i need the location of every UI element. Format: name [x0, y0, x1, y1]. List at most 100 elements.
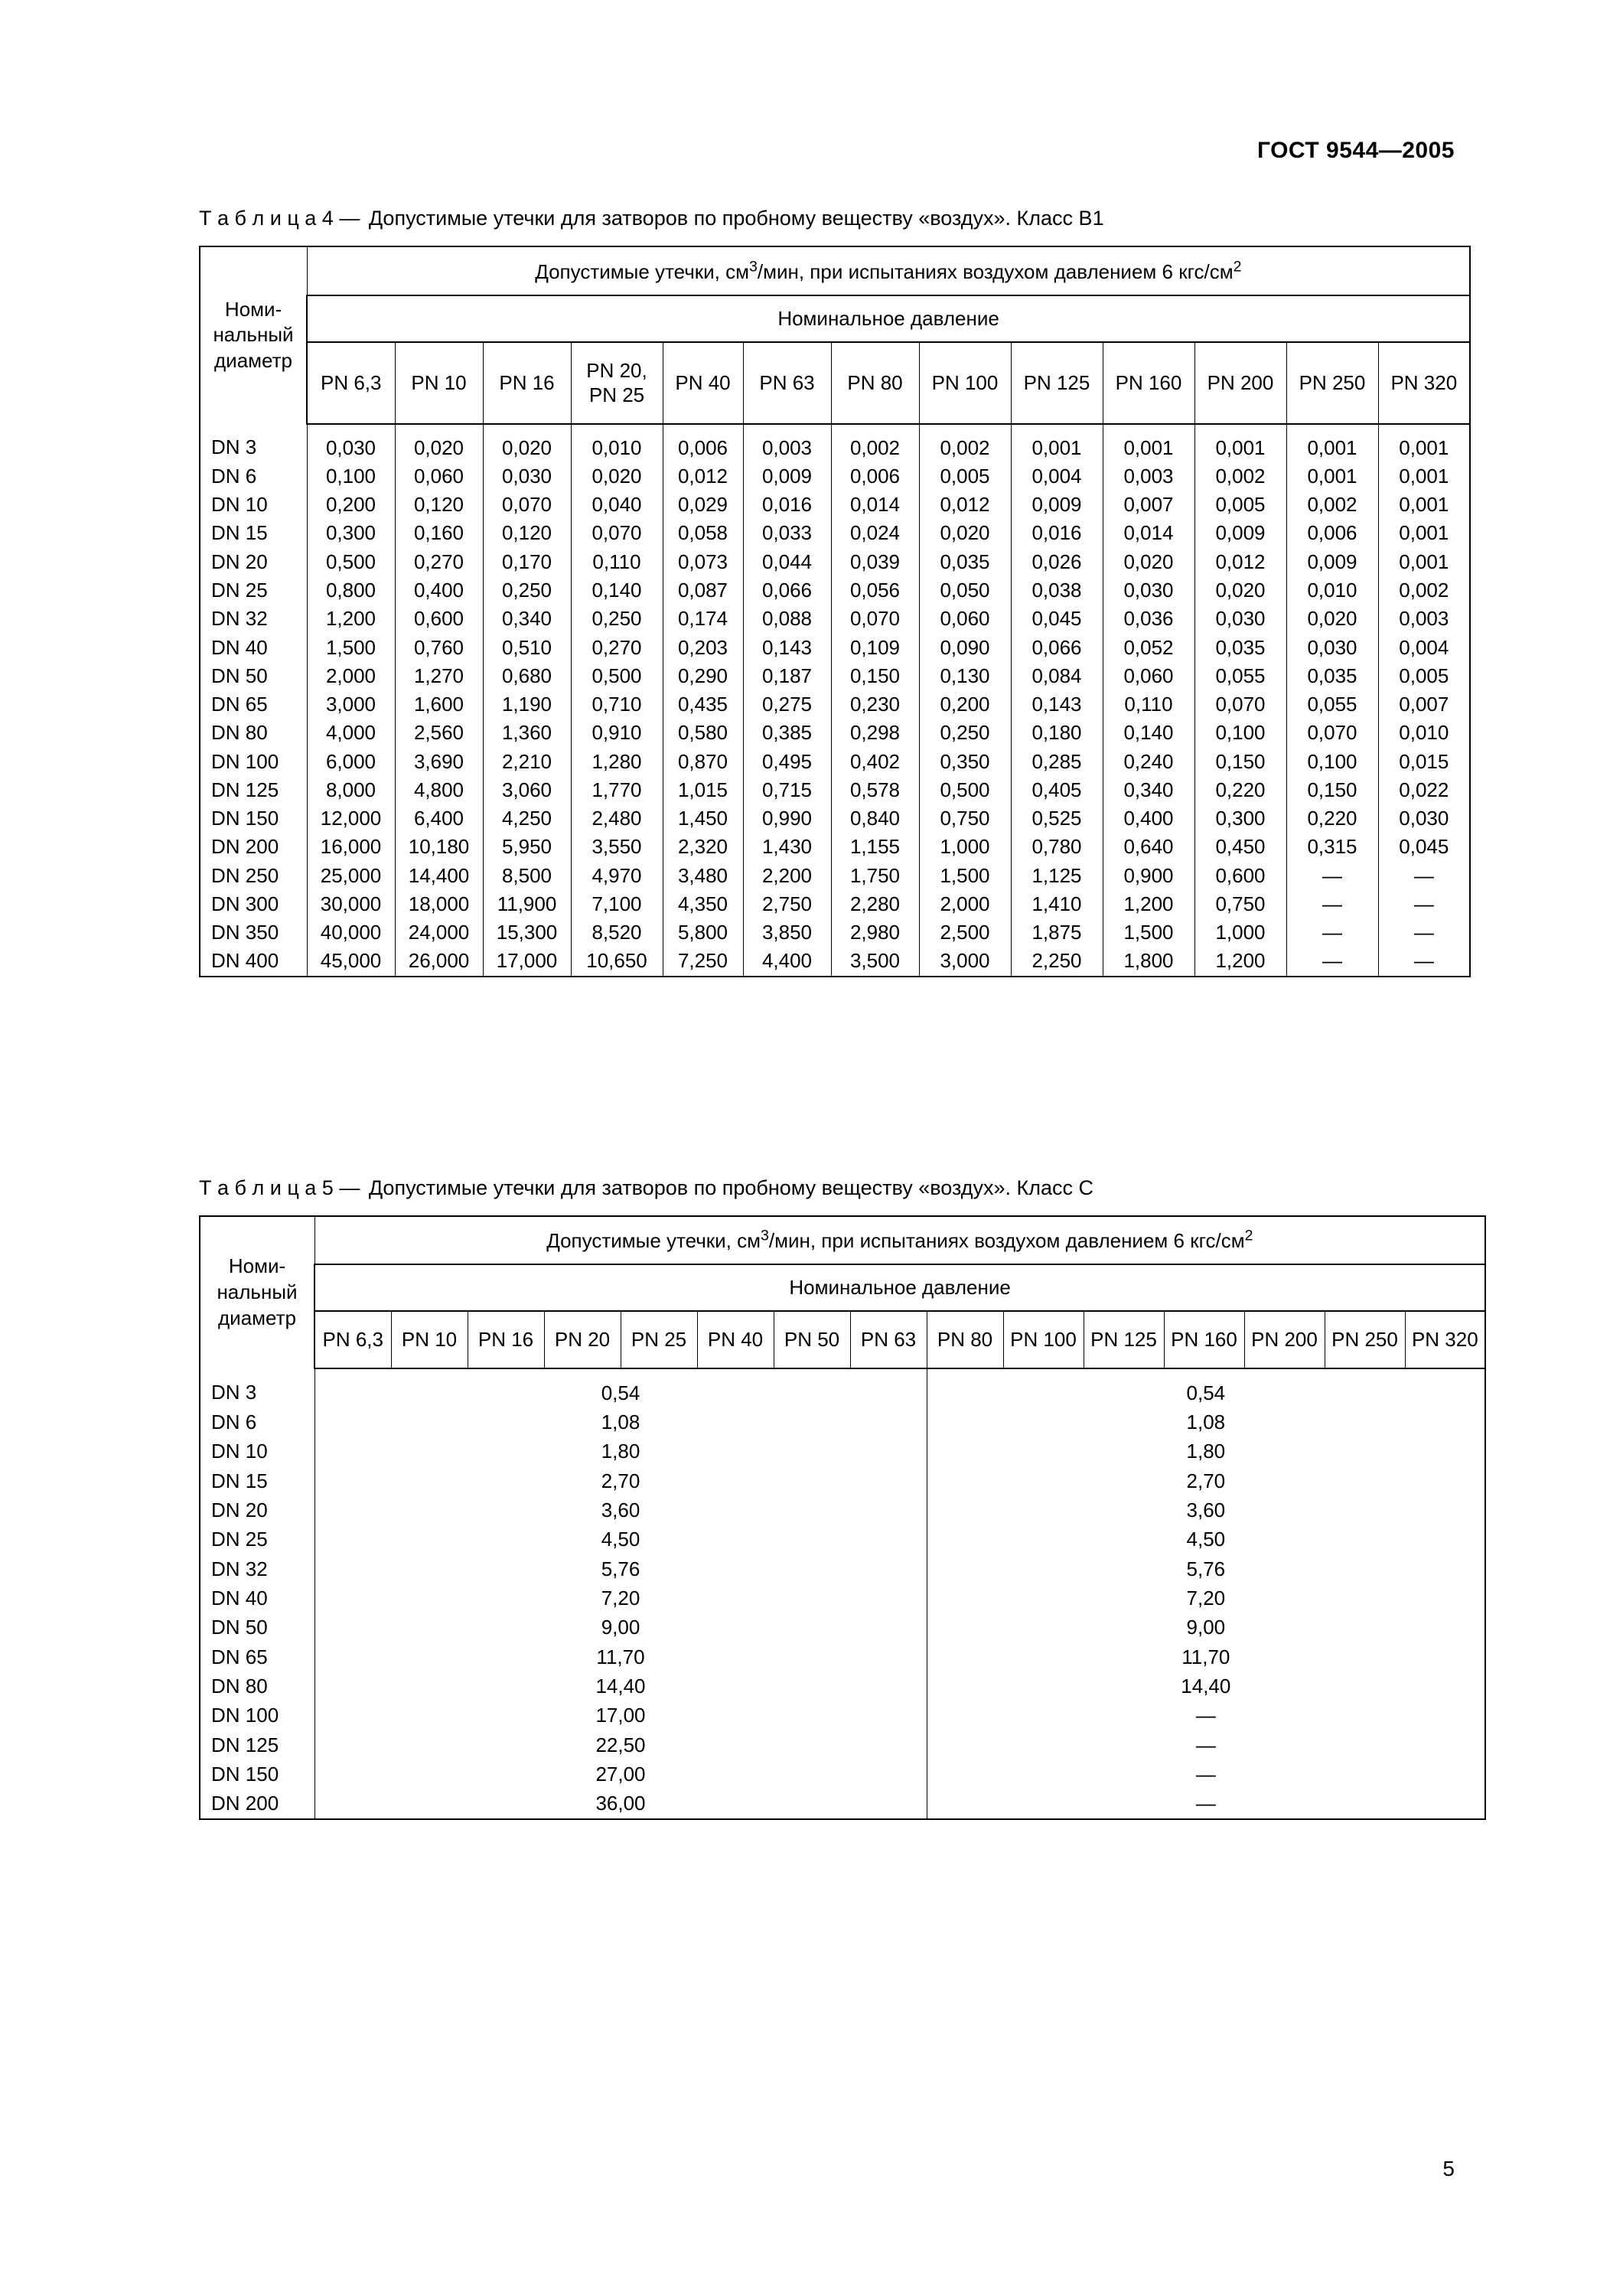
table4-cell: 0,187 [743, 662, 831, 690]
page-number: 5 [1442, 2157, 1455, 2181]
table4-cell: 1,125 [1011, 862, 1103, 890]
table4-cell: 1,430 [743, 833, 831, 861]
table4-col-12: PN 320 [1378, 342, 1470, 424]
table4-cell: 0,109 [831, 634, 919, 662]
table4-cell: 1,500 [307, 634, 395, 662]
table4-cell: 0,001 [1378, 519, 1470, 547]
table4-cell: 5,950 [483, 833, 571, 861]
table4-cell: 0,060 [1103, 662, 1194, 690]
table4-cell: 1,200 [307, 605, 395, 633]
table4-cell: 0,001 [1378, 424, 1470, 462]
table4-cell: 0,002 [919, 424, 1011, 462]
table5-left-value: 0,54 [314, 1368, 927, 1407]
table5-dn: DN 40 [200, 1583, 314, 1613]
table4-dn: DN 40 [200, 634, 307, 662]
table4-pressure-label: Номинальное давление [307, 295, 1470, 342]
table5-left-value: 17,00 [314, 1701, 927, 1730]
table4-cell: 30,000 [307, 890, 395, 918]
table4-cell: 1,015 [663, 776, 743, 804]
table4-cell: 0,580 [663, 719, 743, 747]
table4-cell: 0,070 [483, 491, 571, 519]
table4-cell: 4,250 [483, 804, 571, 833]
table5-caption-prefix: Т а б л и ц а 5 — [199, 1176, 360, 1199]
table4-cell: 0,350 [919, 748, 1011, 776]
table4-cell: 2,500 [919, 918, 1011, 947]
table4-cell: 3,000 [919, 947, 1011, 976]
table4-cell: 0,060 [919, 605, 1011, 633]
table4-cell: 1,800 [1103, 947, 1194, 976]
table4-cell: 0,285 [1011, 748, 1103, 776]
table5-right-value: — [927, 1730, 1485, 1760]
table4-cell: 0,060 [395, 462, 483, 491]
table5-dn: DN 32 [200, 1554, 314, 1583]
table4-cell: 0,525 [1011, 804, 1103, 833]
table5-super-header: Допустимые утечки, см3/мин, при испытани… [314, 1216, 1485, 1265]
table4-cell: 45,000 [307, 947, 395, 976]
table4-dn: DN 100 [200, 748, 307, 776]
table4-cell: 0,052 [1103, 634, 1194, 662]
table4-cell: 0,070 [571, 519, 663, 547]
table5-right-value: — [927, 1760, 1485, 1789]
table4-cell: 0,073 [663, 548, 743, 576]
table4-cell: 0,140 [1103, 719, 1194, 747]
table4-cell: 0,003 [1103, 462, 1194, 491]
table4-cell: 1,770 [571, 776, 663, 804]
table4-cell: 1,500 [1103, 918, 1194, 947]
table4-cell: 0,250 [919, 719, 1011, 747]
table4-cell: — [1378, 862, 1470, 890]
table4-cell: 1,155 [831, 833, 919, 861]
table4-cell: 0,058 [663, 519, 743, 547]
table4-cell: 3,850 [743, 918, 831, 947]
table4-cell: 0,005 [1378, 662, 1470, 690]
table4-cell: 0,143 [743, 634, 831, 662]
table4-cell: 0,450 [1194, 833, 1286, 861]
table4-cell: 0,200 [307, 491, 395, 519]
table5-left-value: 22,50 [314, 1730, 927, 1760]
table4-cell: 0,500 [919, 776, 1011, 804]
table5-right-value: 1,08 [927, 1407, 1485, 1437]
table4-cell: 0,003 [1378, 605, 1470, 633]
table4-cell: 0,029 [663, 491, 743, 519]
table5-right-value: 0,54 [927, 1368, 1485, 1407]
table5-dn: DN 80 [200, 1671, 314, 1701]
table5-left-value: 27,00 [314, 1760, 927, 1789]
table4-cell: 0,200 [919, 690, 1011, 719]
table4-cell: 0,010 [1378, 719, 1470, 747]
table4-cell: — [1378, 947, 1470, 976]
table5-right-value: 1,80 [927, 1437, 1485, 1466]
table4-cell: 0,150 [1286, 776, 1378, 804]
table4-cell: — [1286, 947, 1378, 976]
table5-col-10: PN 125 [1084, 1311, 1164, 1368]
table4-cell: 0,120 [395, 491, 483, 519]
table4-cell: 0,500 [307, 548, 395, 576]
table5-dn: DN 100 [200, 1701, 314, 1730]
table4-cell: 0,004 [1378, 634, 1470, 662]
table4-cell: 1,360 [483, 719, 571, 747]
table5-col-6: PN 50 [774, 1311, 850, 1368]
table4-dn: DN 50 [200, 662, 307, 690]
table4-cell: 1,200 [1103, 890, 1194, 918]
table4-cell: 0,020 [1103, 548, 1194, 576]
table5-dn: DN 200 [200, 1789, 314, 1818]
table4-cell: 0,016 [1011, 519, 1103, 547]
table4-caption: Т а б л и ц а 4 — Допустимые утечки для … [199, 207, 1455, 230]
table4-dn: DN 65 [200, 690, 307, 719]
table4-cell: 17,000 [483, 947, 571, 976]
table4-cell: 0,055 [1286, 690, 1378, 719]
table4-cell: 0,024 [831, 519, 919, 547]
table4-caption-prefix: Т а б л и ц а 4 — [199, 207, 360, 230]
table4-dn: DN 32 [200, 605, 307, 633]
table4-cell: 0,038 [1011, 576, 1103, 605]
table4-cell: 2,280 [831, 890, 919, 918]
table4-col-2: PN 16 [483, 342, 571, 424]
table4-cell: 1,750 [831, 862, 919, 890]
table5-left-value: 7,20 [314, 1583, 927, 1613]
table4-cell: 0,270 [395, 548, 483, 576]
table4-cell: 0,015 [1378, 748, 1470, 776]
table4-cell: 0,750 [919, 804, 1011, 833]
table5-rowheader: Номи- нальный диаметр [200, 1216, 314, 1368]
table4-dn: DN 15 [200, 519, 307, 547]
table4-cell: 0,006 [663, 424, 743, 462]
table4-cell: 0,005 [919, 462, 1011, 491]
table4-cell: 0,510 [483, 634, 571, 662]
